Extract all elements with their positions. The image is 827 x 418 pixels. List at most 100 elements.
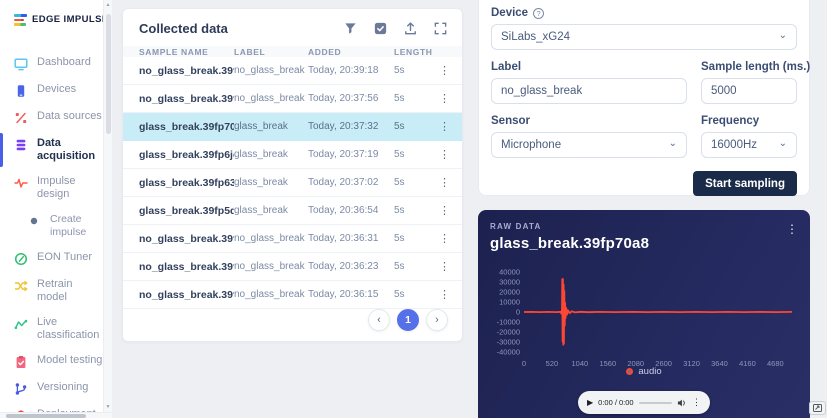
added-cell: Today, 20:36:54	[308, 205, 379, 216]
sample-name-cell: no_glass_break.39fpa...	[139, 64, 234, 77]
edge-impulse-logo[interactable]: EDGE IMPULSE	[14, 14, 108, 26]
chart-legend[interactable]: audio	[478, 366, 810, 377]
device-label-text: Device	[491, 7, 529, 19]
pagination-prev-button[interactable]: ‹	[368, 309, 390, 331]
row-menu-icon[interactable]: ⋮	[439, 289, 450, 301]
sidebar-vertical-scrollbar[interactable]: ▲ ▼	[103, 0, 112, 412]
table-row[interactable]: no_glass_break.39fp4...no_glass_breakTod…	[123, 253, 462, 281]
help-icon[interactable]: ?	[533, 7, 545, 19]
sidebar-item-impulse-design[interactable]: Impulse design	[14, 169, 103, 207]
sidebar-item-retrain-model[interactable]: Retrain model	[14, 272, 103, 310]
sample-name-cell: glass_break.39fp6323	[139, 176, 234, 189]
sidebar-item-label: Model testing	[37, 353, 103, 366]
filter-icon[interactable]	[343, 21, 358, 36]
scroll-down-icon[interactable]: ▼	[105, 404, 111, 410]
table-row[interactable]: no_glass_break.39fp5...no_glass_breakTod…	[123, 225, 462, 253]
sidebar-item-data-acquisition[interactable]: Data acquisition	[0, 131, 103, 169]
column-header-sample-name: SAMPLE NAME	[139, 46, 209, 57]
select-samples-icon[interactable]	[373, 21, 388, 36]
overlay-widget-button[interactable]	[809, 401, 826, 415]
label-input[interactable]: no_glass_break	[491, 78, 687, 104]
audio-menu-icon[interactable]: ⋮	[692, 397, 701, 407]
upload-icon[interactable]	[403, 21, 418, 36]
added-cell: Today, 20:37:02	[308, 177, 379, 188]
label-cell: no_glass_break	[234, 261, 305, 272]
frequency-select[interactable]: 16000Hz ⌄	[701, 132, 797, 158]
row-menu-icon[interactable]: ⋮	[439, 121, 450, 133]
chevron-down-icon: ⌄	[778, 137, 787, 149]
logo-text: EDGE IMPULSE	[32, 14, 109, 26]
sample-name-cell: no_glass_break.39fp4...	[139, 288, 234, 301]
audio-seek-bar[interactable]	[638, 401, 672, 404]
sidebar-item-create-impulse[interactable]: Create impulse	[14, 207, 103, 245]
table-row[interactable]: glass_break.39fp6323glass_break Today, 20…	[123, 169, 462, 197]
length-cell: 5s	[394, 149, 405, 160]
row-menu-icon[interactable]: ⋮	[439, 149, 450, 161]
added-cell: Today, 20:36:31	[308, 233, 379, 244]
sample-length-input[interactable]: 5000	[701, 78, 797, 104]
audio-time: 0:00 / 0:00	[598, 398, 634, 407]
volume-icon[interactable]	[677, 398, 687, 408]
column-header-length: LENGTH	[394, 46, 433, 57]
expand-icon[interactable]	[433, 21, 448, 36]
collected-data-title: Collected data	[139, 21, 228, 36]
row-menu-icon[interactable]: ⋮	[439, 233, 450, 245]
sidebar: EDGE IMPULSE Dashboard Devices Data source…	[0, 0, 112, 418]
scrollbar-thumb[interactable]	[106, 14, 111, 134]
sidebar-item-label: Live classification	[37, 315, 100, 341]
table-row[interactable]: no_glass_break.39fp7...no_glass_breakTod…	[123, 85, 462, 113]
start-sampling-button[interactable]: Start sampling	[693, 171, 797, 196]
sample-name-cell: glass_break.39fp5qvb	[139, 204, 234, 217]
audio-player[interactable]: ▶ 0:00 / 0:00 ⋮	[578, 391, 710, 414]
table-row[interactable]: no_glass_break.39fp4...no_glass_breakTod…	[123, 281, 462, 309]
sidebar-item-label: Data sources	[37, 109, 102, 122]
sidebar-item-model-testing[interactable]: Model testing	[14, 348, 103, 375]
retrain-model-icon	[14, 279, 28, 293]
row-menu-icon[interactable]: ⋮	[439, 65, 450, 77]
impulse-design-icon	[14, 176, 28, 190]
added-cell: Today, 20:36:23	[308, 261, 379, 272]
sidebar-item-data-sources[interactable]: Data sources	[14, 104, 103, 131]
sidebar-item-devices[interactable]: Devices	[14, 77, 103, 104]
sidebar-item-label: EON Tuner	[37, 250, 93, 263]
row-menu-icon[interactable]: ⋮	[439, 177, 450, 189]
label-cell: glass_break	[234, 205, 288, 216]
sidebar-item-versioning[interactable]: Versioning	[14, 375, 103, 402]
play-icon[interactable]: ▶	[587, 398, 594, 407]
table-row[interactable]: glass_break.39fp70a8glass_break Today, 20…	[123, 113, 462, 141]
length-cell: 5s	[394, 205, 405, 216]
collected-data-card: Collected data SAMPLE NAME LABEL ADDED LENG…	[122, 8, 463, 342]
row-menu-icon[interactable]: ⋮	[439, 205, 450, 217]
raw-data-menu-icon[interactable]: ⋮	[786, 222, 798, 236]
table-row[interactable]: glass_break.39fp6jet glass_break Today, 20…	[123, 141, 462, 169]
y-axis-tick: 30000	[499, 278, 520, 287]
pagination-next-button[interactable]: ›	[426, 309, 448, 331]
table-row[interactable]: glass_break.39fp5qvbglass_break Today, 20…	[123, 197, 462, 225]
length-cell: 5s	[394, 233, 405, 244]
pagination-page-1[interactable]: 1	[397, 309, 419, 331]
sidebar-item-live-classification[interactable]: Live classification	[14, 310, 103, 348]
x-axis-tick: 520	[546, 359, 559, 368]
y-axis-tick: -10000	[497, 318, 520, 327]
sidebar-item-dashboard[interactable]: Dashboard	[14, 50, 103, 77]
sidebar-item-label: Impulse design	[37, 174, 76, 200]
y-axis-tick: -20000	[497, 328, 520, 337]
scroll-up-icon[interactable]: ▲	[105, 2, 111, 8]
waveform-chart[interactable]: 400003000020000100000-10000-20000-30000-…	[486, 266, 802, 378]
dashboard-icon	[14, 57, 28, 71]
added-cell: Today, 20:36:15	[308, 289, 379, 300]
data-acquisition-icon	[14, 138, 28, 152]
row-menu-icon[interactable]: ⋮	[439, 93, 450, 105]
table-row[interactable]: no_glass_break.39fpa...no_glass_breakTod…	[123, 57, 462, 85]
row-menu-icon[interactable]: ⋮	[439, 261, 450, 273]
sample-length-value: 5000	[711, 85, 737, 97]
added-cell: Today, 20:37:32	[308, 121, 379, 132]
x-axis-tick: 4680	[767, 359, 784, 368]
sidebar-item-eon-tuner[interactable]: EON Tuner	[14, 245, 103, 272]
sensor-select[interactable]: Microphone ⌄	[491, 132, 687, 158]
device-select[interactable]: SiLabs_xG24 ⌄	[491, 24, 797, 50]
sidebar-horizontal-scrollbar[interactable]	[0, 412, 112, 418]
raw-data-label: RAW DATA	[490, 222, 542, 231]
scrollbar-thumb[interactable]	[6, 414, 86, 418]
sidebar-item-label: Devices	[37, 82, 77, 95]
